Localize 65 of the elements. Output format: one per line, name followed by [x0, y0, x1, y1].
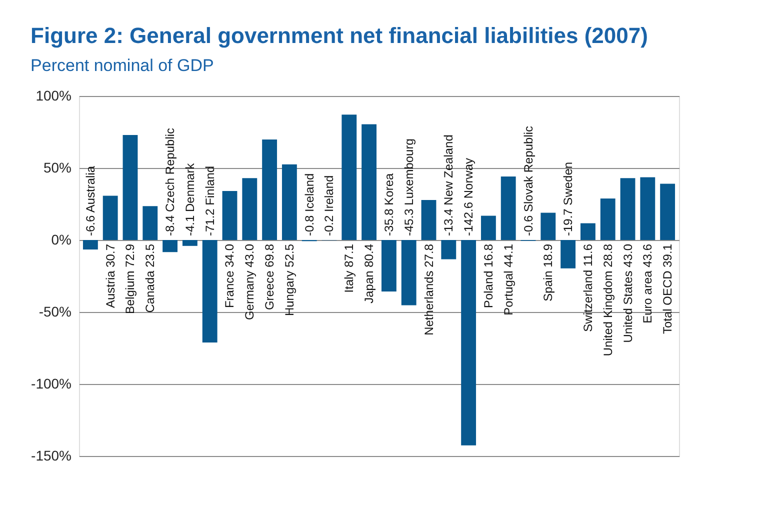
x-tick-label: Hungary 52.5	[282, 244, 296, 316]
y-tick-label: 0%	[51, 232, 72, 248]
x-tick-label: Italy 87.1	[342, 244, 356, 293]
chart-title: Figure 2: General government net financial liabilities (2007)	[30, 23, 648, 48]
bar	[262, 139, 278, 240]
x-tick-label: -45.3 Luxembourg	[402, 138, 416, 236]
x-tick-label: Switzerland 11.6	[580, 244, 595, 332]
bar	[222, 191, 238, 240]
bar	[540, 212, 556, 240]
x-tick-label: -4.1 Denmark	[182, 162, 197, 236]
x-tick-label: Belgium 72.9	[123, 244, 138, 314]
bar	[640, 177, 656, 240]
bar	[500, 176, 516, 240]
y-tick-label: -150%	[31, 448, 72, 464]
bar	[122, 135, 138, 240]
bar	[381, 240, 396, 292]
bar	[342, 114, 357, 240]
bar	[362, 124, 377, 240]
bar	[282, 164, 297, 240]
x-tick-label: Greece 69.8	[262, 244, 277, 310]
x-tick-label: -19.7 Sweden	[561, 162, 576, 236]
x-tick-label: Netherlands 27.8	[422, 244, 436, 336]
x-tick-label: -71.2 Finland	[202, 166, 217, 236]
x-tick-label: -13.4 New Zealand	[442, 134, 456, 236]
bar	[202, 240, 218, 343]
x-tick-label: -142.6 Norway	[462, 158, 476, 236]
bar	[82, 240, 98, 250]
bar	[441, 240, 456, 260]
x-tick-label: Portugal 44.1	[501, 244, 516, 316]
x-tick-label: Japan 80.4	[362, 244, 376, 304]
y-tick-label: 100%	[36, 88, 72, 104]
x-tick-label: -8.4 Czech Republic	[163, 128, 178, 236]
bar	[182, 240, 198, 246]
x-tick-label: Canada 23.5	[143, 244, 158, 313]
x-tick-label: -35.8 Korea	[382, 172, 396, 236]
bar	[620, 178, 636, 240]
x-tick-label: United Kingdom 28.8	[600, 244, 615, 356]
bar	[102, 196, 118, 240]
x-tick-label: Germany 43.0	[242, 244, 257, 320]
x-tick-label: -0.2 Ireland	[322, 175, 336, 236]
x-tick-label: -6.6 Australia	[83, 166, 98, 236]
bar	[560, 240, 576, 268]
bar	[242, 178, 258, 240]
x-tick-label: Euro area 43.6	[640, 244, 655, 324]
x-tick-label: Total OECD 39.1	[660, 244, 675, 334]
bar	[660, 184, 676, 240]
y-tick-label: 50%	[43, 160, 72, 176]
x-tick-label: Poland 16.8	[481, 244, 496, 308]
bar	[162, 240, 178, 252]
bar	[421, 200, 436, 240]
chart-subtitle: Percent nominal of GDP	[30, 56, 214, 75]
bar	[401, 240, 416, 306]
bar	[480, 216, 496, 240]
x-tick-label: Austria 30.7	[103, 244, 118, 308]
bar	[600, 198, 616, 240]
x-tick-label: -0.6 Slovak Republic	[521, 126, 536, 236]
x-tick-label: France 34.0	[222, 244, 237, 308]
x-tick-label: Spain 18.9	[541, 244, 556, 302]
y-tick-label: -100%	[31, 376, 72, 392]
x-tick-label: United States 43.0	[620, 244, 635, 343]
bar	[142, 206, 158, 240]
bar	[580, 223, 596, 240]
x-tick-label: -0.8 Iceland	[302, 173, 316, 236]
bar	[461, 240, 476, 446]
y-tick-label: -50%	[38, 304, 72, 320]
